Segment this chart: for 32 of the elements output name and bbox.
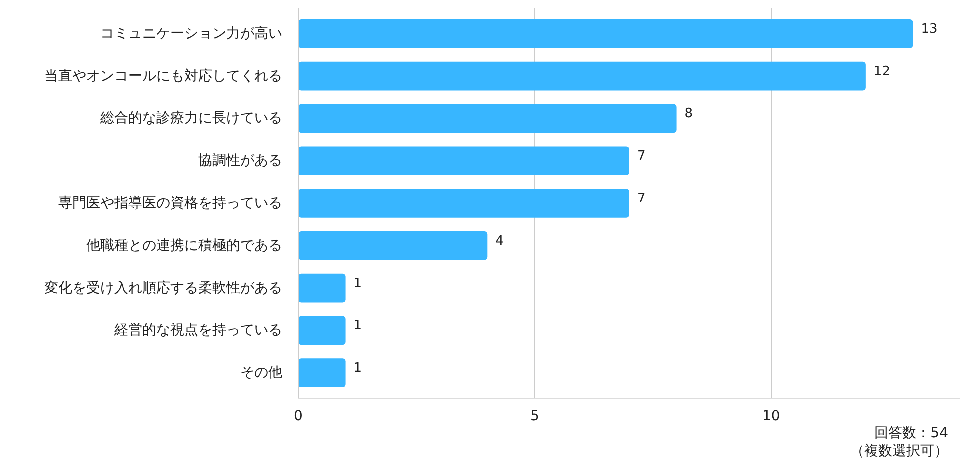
data-label: 1 (354, 276, 362, 292)
bar (298, 20, 914, 48)
data-label: 7 (638, 149, 646, 164)
data-label: 12 (874, 64, 890, 80)
bar (298, 231, 488, 260)
data-label: 1 (354, 318, 362, 334)
y-tick-label: 協調性がある (198, 153, 282, 170)
bar (298, 274, 346, 303)
y-tick-label: 経営的な視点を持っている (114, 322, 282, 339)
y-tick-label: その他 (240, 365, 282, 382)
data-label: 7 (638, 192, 646, 206)
y-tick-label: 他職種との連携に積極的である (86, 238, 282, 254)
y-tick-label: 総合的な診療力に長けている (100, 110, 282, 127)
data-label: 4 (496, 234, 504, 249)
text: （複数選択可） (850, 444, 948, 459)
data-label: 8 (684, 106, 694, 122)
y-tick-label: コミュニケーション力が高い (100, 26, 282, 42)
bar (298, 146, 630, 176)
bar (298, 62, 866, 91)
text: 回答数：54 (874, 426, 949, 442)
x-tick-label: 10 (762, 408, 780, 424)
data-label: 13 (921, 22, 938, 37)
y-tick-label: 変化を受け入れ順応する柔軟性がある (44, 280, 282, 296)
bar (298, 316, 346, 346)
x-tick-label: 0 (294, 408, 303, 424)
data-label: 1 (354, 361, 362, 376)
bar (298, 189, 630, 218)
y-tick-label: 当直やオンコールにも対応してくれる (44, 68, 282, 84)
bar (298, 104, 677, 134)
x-tick-label: 5 (530, 408, 540, 424)
bar (298, 358, 346, 388)
y-tick-label: 専門医や指導医の資格を持っている (58, 196, 282, 212)
